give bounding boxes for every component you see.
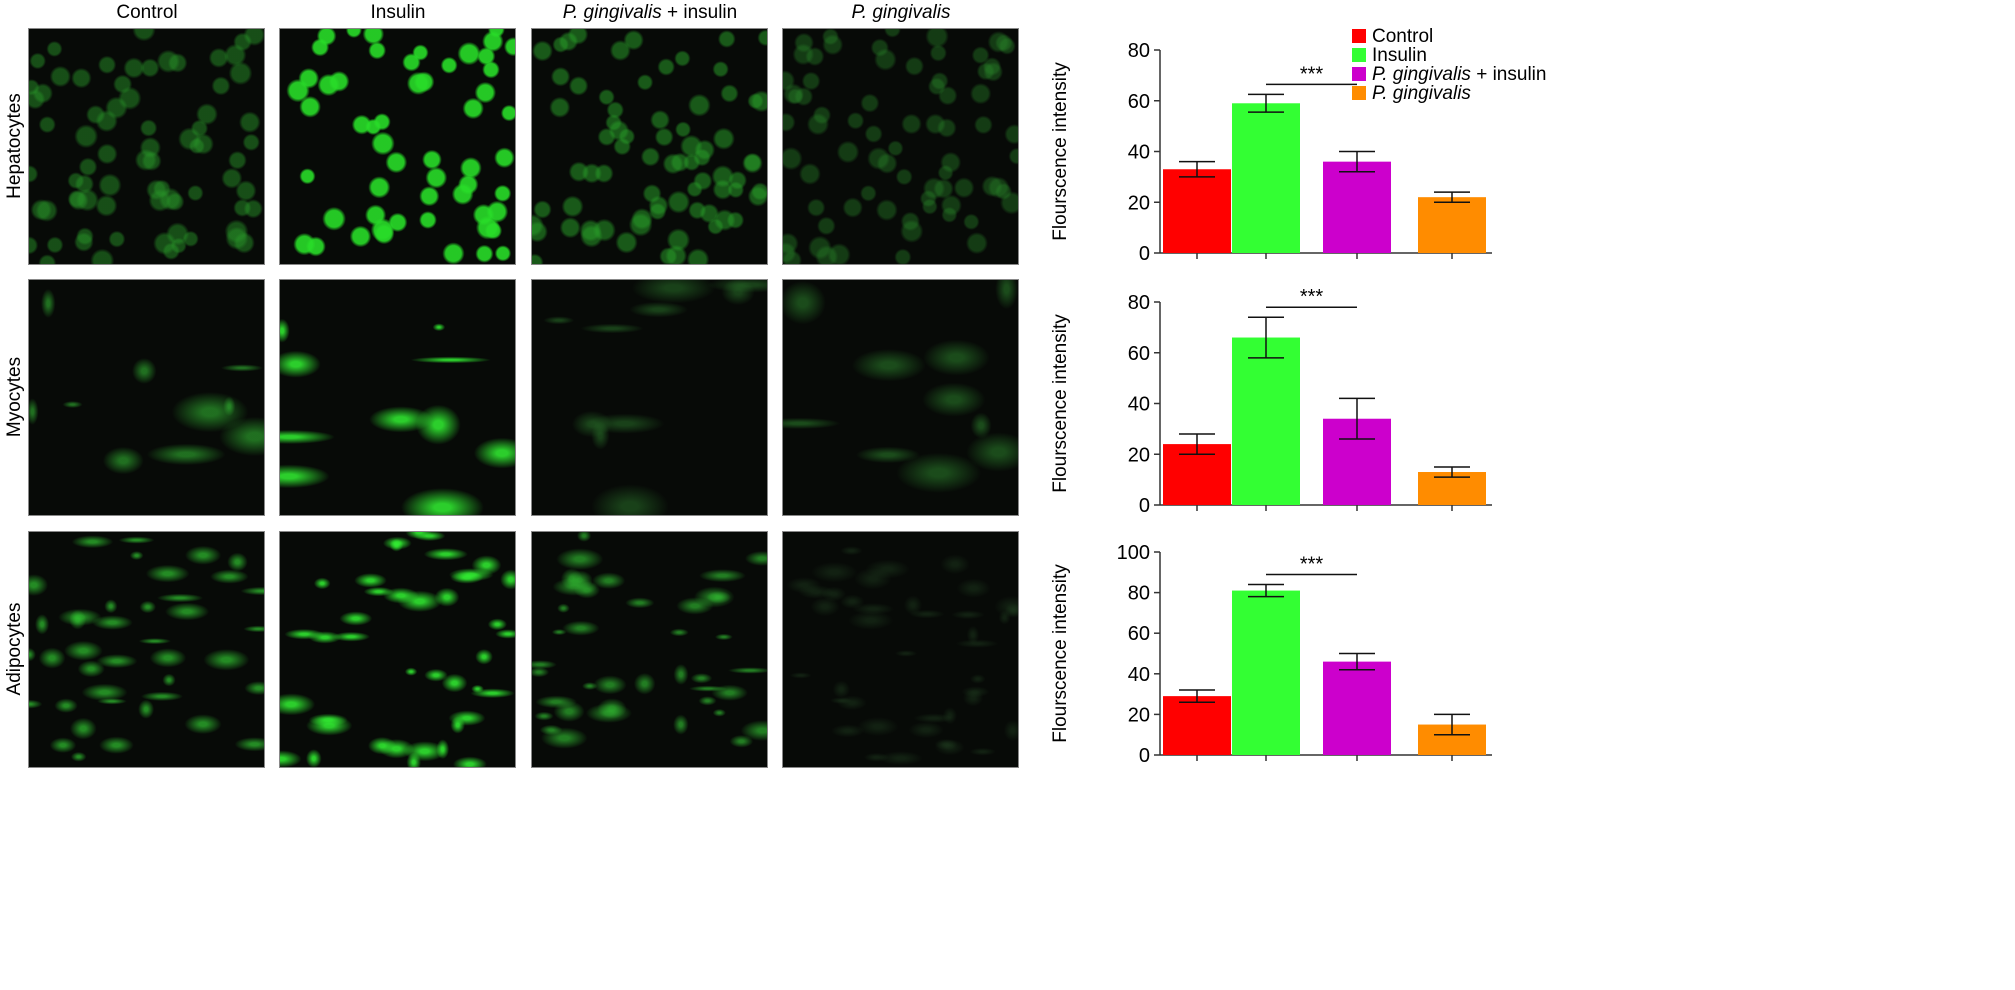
y-tick-label: 100 [1117,542,1150,564]
micrograph-myocytes-2 [531,279,768,516]
micrograph-myocytes-3 [782,279,1019,516]
column-header-text: Insulin [370,2,426,23]
y-tick-label: 60 [1128,343,1150,365]
bar-1 [1232,103,1300,253]
micrograph-adipocytes-3 [782,531,1019,768]
y-tick-label: 80 [1128,292,1150,314]
y-tick-label: 40 [1128,142,1150,164]
y-tick-label: 0 [1139,495,1150,517]
legend-italic: P. gingivalis [1372,83,1471,104]
micrograph-hepatocytes-2 [531,28,768,265]
bar-chart-myocytes: Flourscence intensity 0 20 40 60 80 *** [1050,286,1492,517]
column-header-text: + insulin [661,2,738,23]
micrograph-myocytes-0 [28,279,265,516]
micrograph-adipocytes-2 [531,531,768,768]
y-tick-label: 20 [1128,444,1150,466]
y-tick-label: 40 [1128,394,1150,416]
y-tick-label: 20 [1128,704,1150,726]
legend-swatch [1352,86,1366,100]
bar-2 [1323,161,1391,253]
bar-3 [1418,197,1486,253]
legend-swatch [1352,67,1366,81]
y-tick-label: 20 [1128,192,1150,214]
legend-italic: P. gingivalis [1372,64,1471,85]
bar-1 [1232,590,1300,755]
y-tick-label: 80 [1128,40,1150,62]
bar-2 [1323,661,1391,755]
column-header-pg: P. gingivalis [781,2,1021,24]
legend-swatch [1352,48,1366,62]
significance-label: *** [1300,553,1324,575]
legend-text: Insulin [1372,45,1427,66]
bar-chart-hepatocytes: Flourscence intensity 0 20 40 60 80 *** Control… [1050,28,1546,265]
bar-0 [1163,169,1231,253]
significance-label: *** [1300,63,1324,85]
y-tick-label: 40 [1128,664,1150,686]
y-tick-label: 80 [1128,583,1150,605]
micrograph-hepatocytes-3 [782,28,1019,265]
y-axis-label: Flourscence intensity [1050,564,1071,743]
micrograph-adipocytes-0 [28,531,265,768]
y-tick-label: 60 [1128,623,1150,645]
row-header-adipocytes: Adipocytes [4,602,25,696]
legend-label: P. gingivalis [1372,83,1471,104]
row-header-hepatocytes: Hepatocytes [4,93,25,199]
legend-text: Control [1372,28,1433,47]
row-header-myocytes: Myocytes [4,356,25,438]
y-axis-label: Flourscence intensity [1050,314,1071,493]
bar-0 [1163,696,1231,755]
micrograph-hepatocytes-0 [28,28,265,265]
column-header-text: Control [116,2,178,23]
bar-chart-adipocytes: Flourscence intensity 0 20 40 60 80 100 *** [1050,542,1492,767]
micrograph-hepatocytes-1 [279,28,516,265]
significance-label: *** [1300,286,1324,308]
micrograph-adipocytes-1 [279,531,516,768]
legend-label: Control [1372,28,1433,47]
legend-swatch [1352,29,1366,43]
column-header-insulin: Insulin [278,2,518,24]
y-axis-label: Flourscence intensity [1050,62,1071,241]
micrograph-myocytes-1 [279,279,516,516]
legend-text: + insulin [1471,64,1547,85]
y-tick-label: 60 [1128,91,1150,113]
column-header-pg-insulin: P. gingivalis + insulin [530,2,770,24]
y-tick-label: 0 [1139,745,1150,767]
column-header-italic: P. gingivalis [851,2,951,23]
legend-label: P. gingivalis + insulin [1372,64,1546,85]
column-header-italic: P. gingivalis [562,2,662,23]
bar-1 [1232,337,1300,505]
y-tick-label: 0 [1139,243,1150,265]
legend-label: Insulin [1372,45,1427,66]
column-header-control: Control [27,2,267,24]
